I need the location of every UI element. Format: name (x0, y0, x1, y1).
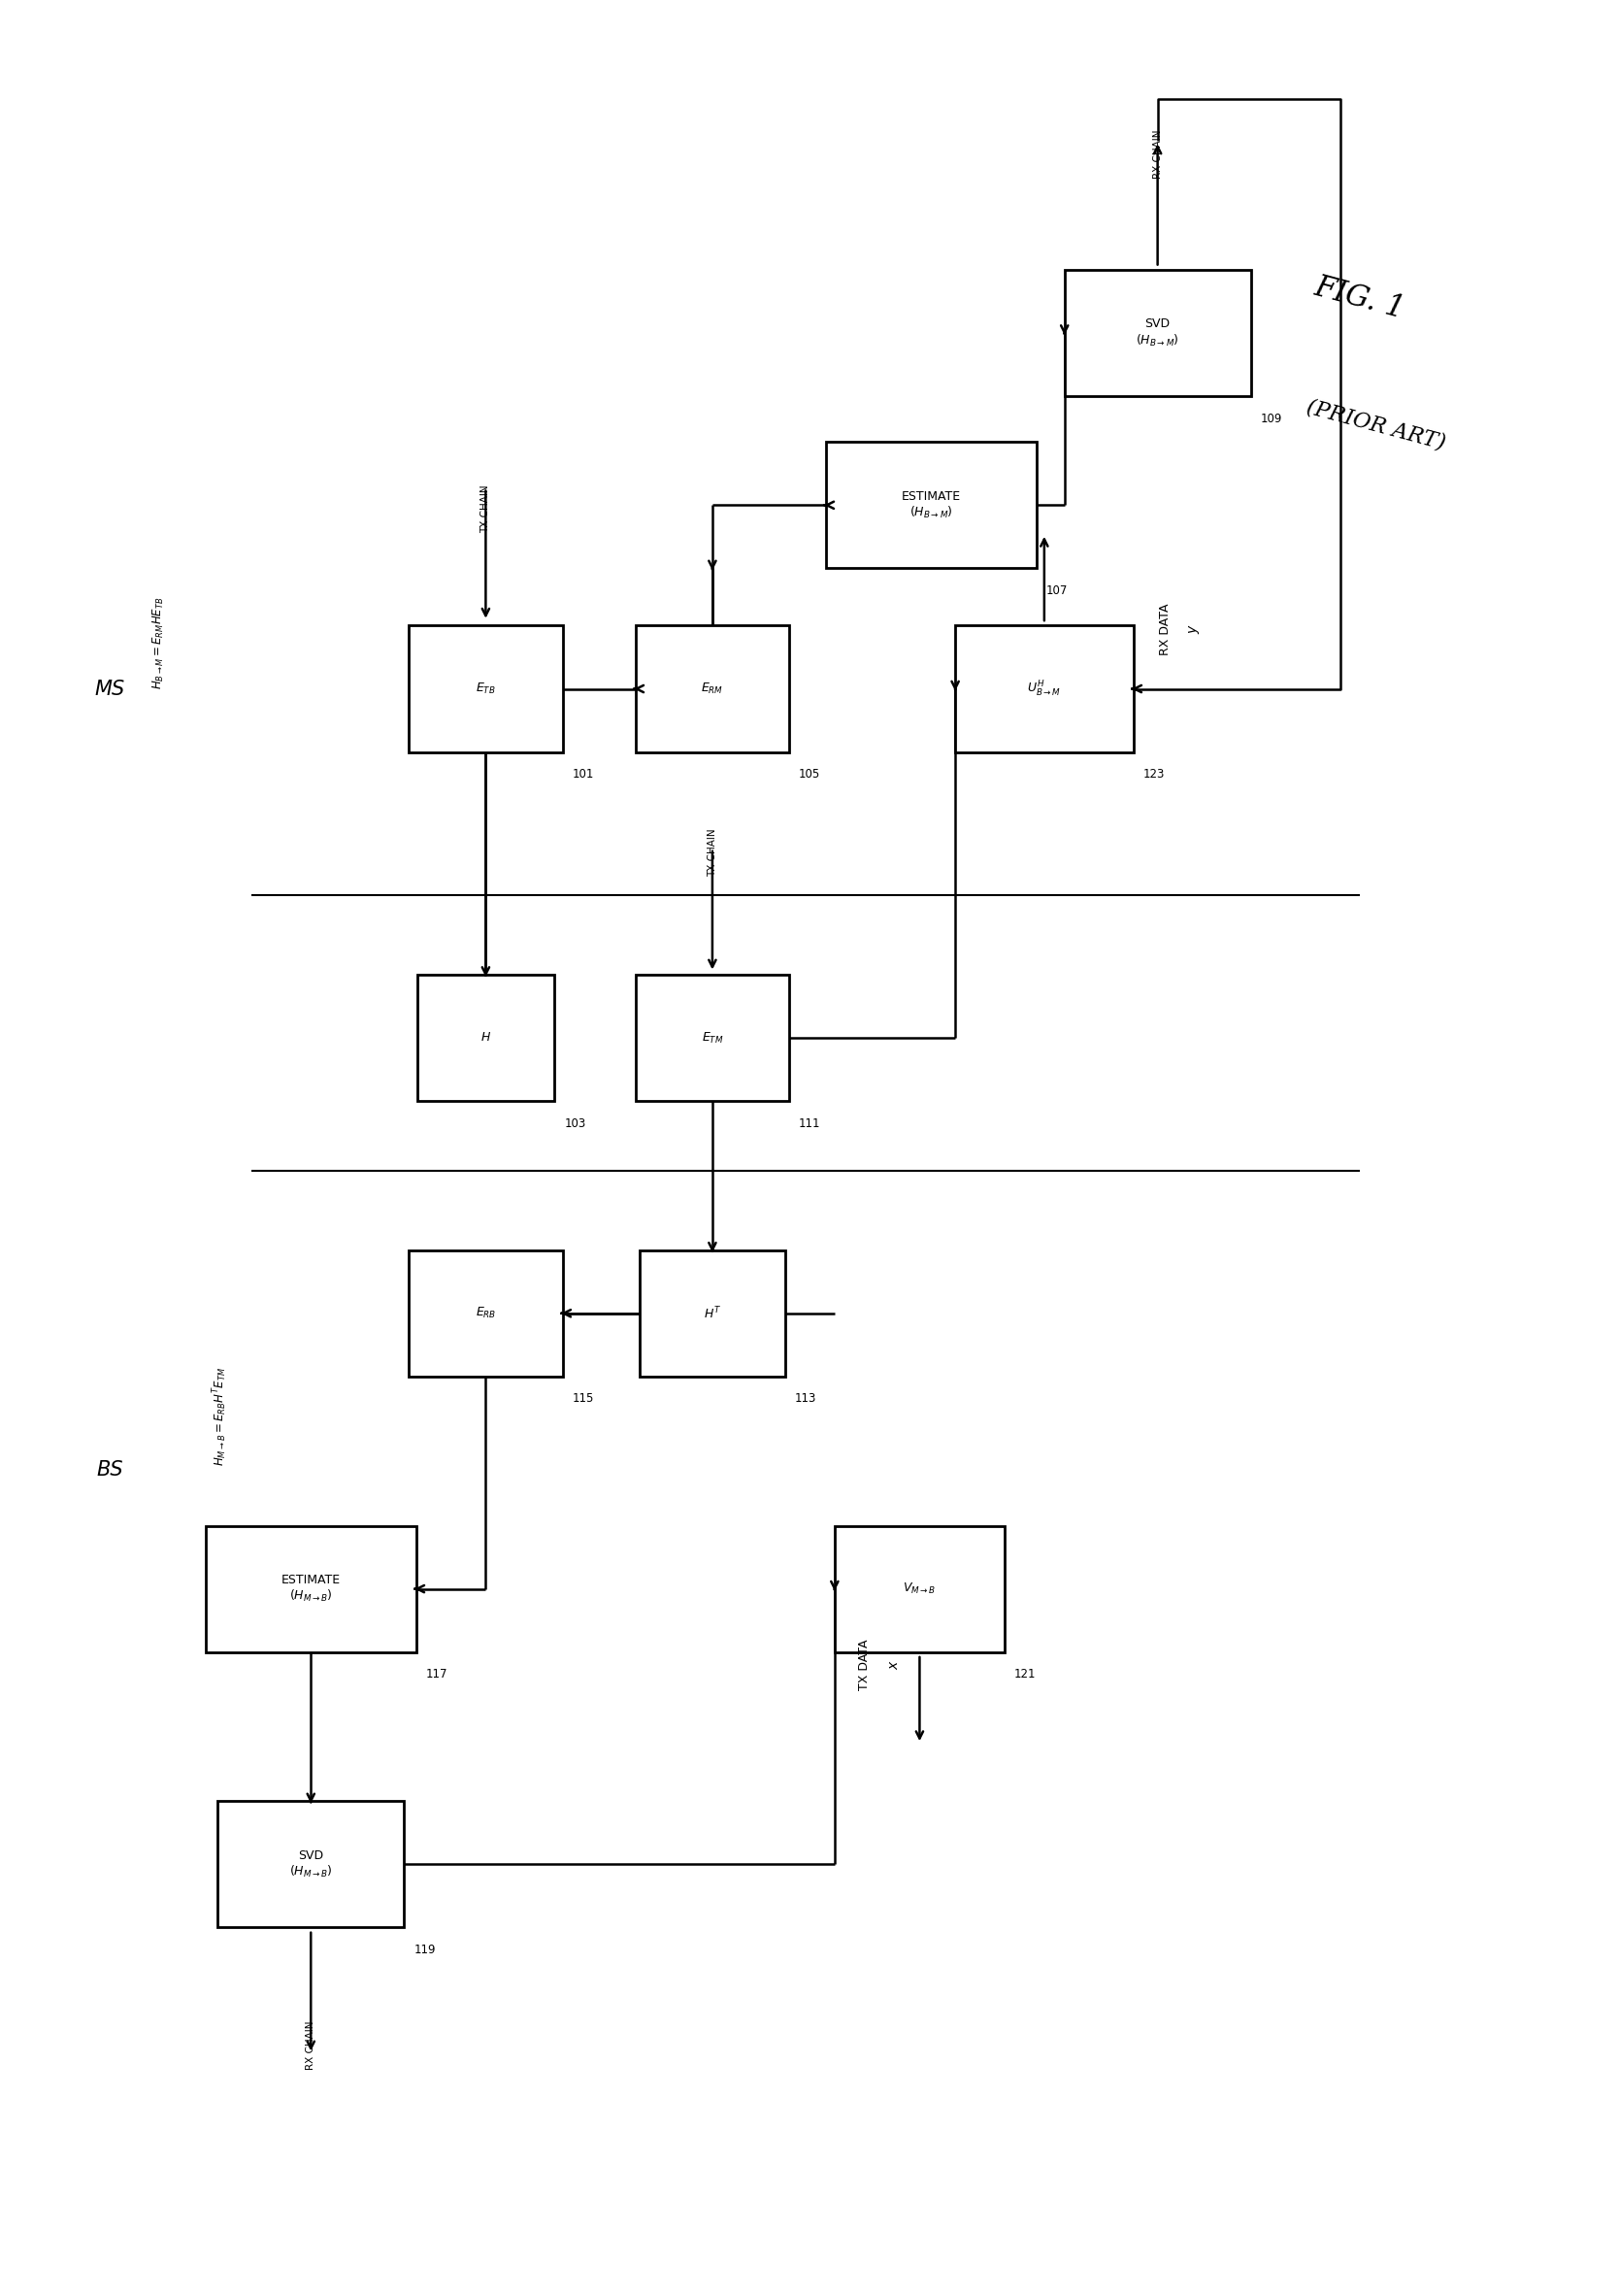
Text: $H_{B\rightarrow M} = E_{RM} HE_{TB}$: $H_{B\rightarrow M} = E_{RM} HE_{TB}$ (151, 597, 167, 689)
Text: ESTIMATE
$(H_{B\rightarrow M})$: ESTIMATE $(H_{B\rightarrow M})$ (902, 489, 960, 521)
Text: 109: 109 (1260, 413, 1282, 425)
Text: $U^H_{B\rightarrow M}$: $U^H_{B\rightarrow M}$ (1026, 680, 1062, 698)
Text: SVD
$(H_{B\rightarrow M})$: SVD $(H_{B\rightarrow M})$ (1137, 317, 1179, 349)
Text: 111: 111 (800, 1116, 821, 1130)
Text: 115: 115 (572, 1391, 594, 1405)
Text: 101: 101 (572, 767, 594, 781)
Text: RX CHAIN: RX CHAIN (306, 2020, 316, 2069)
Text: 103: 103 (563, 1116, 586, 1130)
Bar (635, 974, 790, 1102)
Bar (635, 627, 790, 753)
Bar (408, 627, 563, 753)
Text: 113: 113 (795, 1391, 816, 1405)
Text: BS: BS (97, 1460, 123, 1479)
Text: $y$: $y$ (1188, 625, 1201, 634)
Bar (416, 974, 554, 1102)
Bar (640, 1249, 785, 1378)
Text: TX CHAIN: TX CHAIN (481, 484, 491, 533)
Text: $H$: $H$ (481, 1031, 491, 1045)
Text: 121: 121 (1013, 1669, 1036, 1681)
Text: $E_{TM}$: $E_{TM}$ (701, 1031, 724, 1045)
Bar (206, 1527, 416, 1653)
Text: FIG. 1: FIG. 1 (1311, 271, 1409, 326)
Bar (955, 627, 1133, 753)
Bar (408, 1249, 563, 1378)
Text: $H_{M\rightarrow B} = E_{RB} H^T E_{TM}$: $H_{M\rightarrow B} = E_{RB} H^T E_{TM}$ (210, 1366, 230, 1467)
Text: TX DATA: TX DATA (858, 1639, 871, 1690)
Text: 123: 123 (1143, 767, 1164, 781)
Text: $x$: $x$ (887, 1660, 900, 1669)
Text: RX CHAIN: RX CHAIN (1153, 131, 1162, 179)
Text: $V_{M\rightarrow B}$: $V_{M\rightarrow B}$ (903, 1582, 936, 1596)
Text: MS: MS (96, 680, 125, 698)
Text: $E_{TB}$: $E_{TB}$ (476, 682, 495, 696)
Text: RX DATA: RX DATA (1159, 604, 1172, 654)
Text: 105: 105 (800, 767, 821, 781)
Text: $E_{RM}$: $E_{RM}$ (701, 682, 724, 696)
Text: TX CHAIN: TX CHAIN (708, 829, 717, 877)
Text: SVD
$(H_{M\rightarrow B})$: SVD $(H_{M\rightarrow B})$ (290, 1848, 332, 1880)
Text: 117: 117 (426, 1669, 447, 1681)
Text: 107: 107 (1046, 585, 1067, 597)
Bar (826, 441, 1036, 567)
Text: ESTIMATE
$(H_{M\rightarrow B})$: ESTIMATE $(H_{M\rightarrow B})$ (282, 1573, 340, 1605)
Text: (PRIOR ART): (PRIOR ART) (1305, 395, 1447, 455)
Bar (217, 1800, 405, 1929)
Text: $E_{RB}$: $E_{RB}$ (476, 1306, 495, 1320)
Bar (1065, 269, 1250, 395)
Text: 119: 119 (414, 1942, 436, 1956)
Bar (835, 1527, 1004, 1653)
Text: $H^T$: $H^T$ (704, 1304, 720, 1322)
